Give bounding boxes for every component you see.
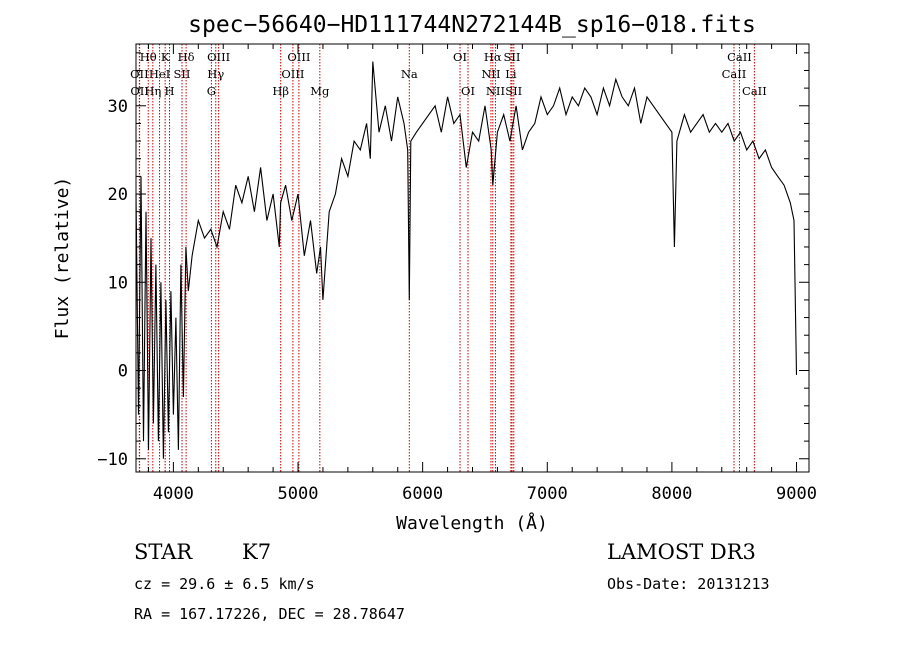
y-axis: −10 0 10 20 30 <box>97 52 809 470</box>
line-label-17: OI <box>453 50 467 64</box>
y-tick-label-1: 0 <box>118 362 128 382</box>
line-label-1: OII <box>130 67 149 81</box>
x-tick-label-3: 7000 <box>527 484 568 504</box>
line-label-12: OIII <box>287 50 310 64</box>
line-label-0: Hθ <box>140 50 157 64</box>
line-label-23: Li <box>505 67 517 81</box>
y-tick-label-0: −10 <box>97 450 128 470</box>
spectrum-line <box>135 61 798 459</box>
line-label-10: Hγ <box>207 67 224 81</box>
line-label-27: CaII <box>742 84 767 98</box>
plot-frame <box>135 43 810 473</box>
line-label-18: OI <box>461 84 475 98</box>
obs-date-line: Obs-Date: 20131213 <box>607 575 770 593</box>
line-label-13: OIII <box>281 67 304 81</box>
line-label-11: G <box>207 84 216 98</box>
object-subclass: K7 <box>242 540 271 564</box>
y-tick-label-4: 30 <box>108 97 128 117</box>
line-label-6: H <box>165 84 175 98</box>
y-tick-label-2: 10 <box>108 273 128 293</box>
line-label-9: OIII <box>207 50 230 64</box>
redshift-line: cz = 29.6 ± 6.5 km/s <box>134 575 315 593</box>
line-label-3: Hη <box>144 84 161 98</box>
line-label-5: HeI <box>149 67 170 81</box>
y-tick-label-3: 20 <box>108 185 128 205</box>
y-axis-label: Flux (relative) <box>52 177 73 340</box>
x-tick-label-4: 8000 <box>651 484 692 504</box>
x-tick-label-0: 4000 <box>153 484 194 504</box>
line-label-24: SII <box>505 84 522 98</box>
line-label-14: Hβ <box>272 84 289 98</box>
survey-name: LAMOST DR3 <box>607 540 756 564</box>
line-label-21: NII <box>486 84 505 98</box>
line-label-8: SII <box>174 67 191 81</box>
line-label-19: Hα <box>484 50 502 64</box>
x-axis: 4000 5000 6000 7000 8000 9000 <box>147 44 817 504</box>
x-tick-label-2: 6000 <box>402 484 443 504</box>
coordinates-line: RA = 167.17226, DEC = 28.78647 <box>134 605 405 623</box>
line-label-2: OII <box>130 84 149 98</box>
line-label-7: Hδ <box>178 50 195 64</box>
chart-title: spec−56640−HD111744N272144B_sp16−018.fit… <box>188 12 756 38</box>
x-axis-label: Wavelength (Å) <box>396 512 548 534</box>
line-label-15: Mg <box>310 84 330 98</box>
line-label-16: Na <box>401 67 418 81</box>
line-label-4: K <box>161 50 170 64</box>
line-label-20: NII <box>481 67 500 81</box>
x-tick-label-1: 5000 <box>278 484 319 504</box>
object-class: STAR <box>134 540 193 564</box>
line-label-26: CaII <box>722 67 747 81</box>
line-label-25: CaII <box>727 50 752 64</box>
x-tick-label-5: 9000 <box>776 484 817 504</box>
line-label-22: SII <box>504 50 521 64</box>
spectral-line-markers <box>138 44 755 472</box>
